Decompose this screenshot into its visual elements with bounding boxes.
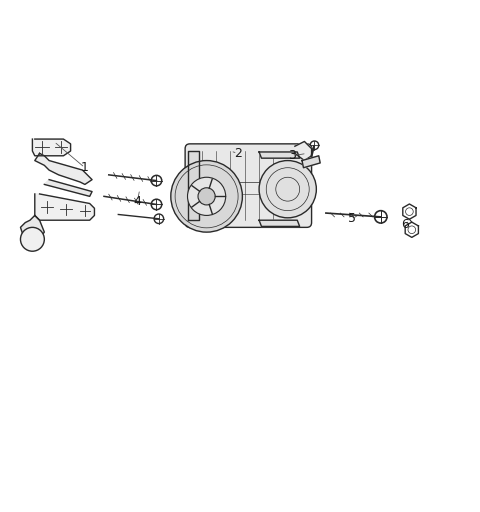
Text: 4: 4 bbox=[133, 195, 141, 208]
Circle shape bbox=[188, 177, 226, 216]
Text: 5: 5 bbox=[348, 212, 356, 225]
Text: 2: 2 bbox=[234, 147, 241, 160]
Text: 3: 3 bbox=[288, 150, 297, 162]
Bar bbox=[190, 148, 304, 223]
Polygon shape bbox=[21, 216, 44, 244]
Polygon shape bbox=[259, 220, 300, 226]
Polygon shape bbox=[259, 152, 300, 158]
Text: 1: 1 bbox=[81, 161, 89, 174]
Polygon shape bbox=[44, 180, 92, 196]
FancyBboxPatch shape bbox=[185, 144, 312, 227]
Circle shape bbox=[21, 227, 44, 251]
Polygon shape bbox=[188, 151, 199, 220]
Text: 6: 6 bbox=[401, 219, 408, 231]
Polygon shape bbox=[295, 141, 312, 161]
Circle shape bbox=[198, 188, 215, 205]
Circle shape bbox=[171, 161, 242, 232]
Circle shape bbox=[259, 161, 316, 218]
Polygon shape bbox=[302, 156, 320, 168]
Polygon shape bbox=[35, 194, 95, 220]
Polygon shape bbox=[33, 139, 71, 156]
Polygon shape bbox=[35, 154, 92, 184]
